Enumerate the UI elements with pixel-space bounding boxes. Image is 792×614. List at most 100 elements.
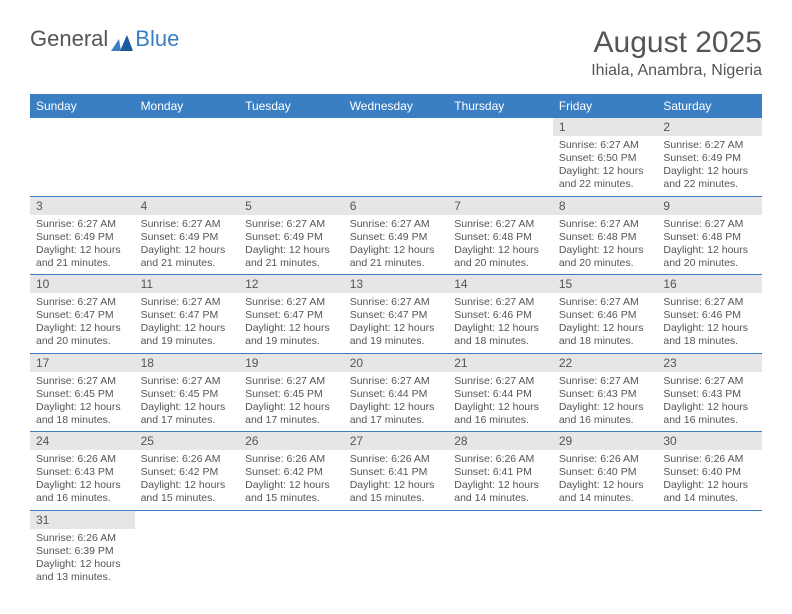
dayname: Wednesday (344, 94, 449, 118)
calendar-row: 31Sunrise: 6:26 AMSunset: 6:39 PMDayligh… (30, 510, 762, 588)
calendar-cell: 12Sunrise: 6:27 AMSunset: 6:47 PMDayligh… (239, 275, 344, 354)
dayname: Thursday (448, 94, 553, 118)
sunrise-line: Sunrise: 6:27 AM (559, 375, 652, 388)
daylight-line: Daylight: 12 hours and 15 minutes. (141, 479, 234, 505)
calendar-cell: 10Sunrise: 6:27 AMSunset: 6:47 PMDayligh… (30, 275, 135, 354)
day-number: 7 (448, 197, 553, 215)
header: General Blue August 2025 Ihiala, Anambra… (30, 26, 762, 80)
day-details: Sunrise: 6:26 AMSunset: 6:43 PMDaylight:… (30, 450, 135, 510)
day-details: Sunrise: 6:27 AMSunset: 6:43 PMDaylight:… (657, 372, 762, 432)
calendar-table: Sunday Monday Tuesday Wednesday Thursday… (30, 94, 762, 588)
calendar-cell: 5Sunrise: 6:27 AMSunset: 6:49 PMDaylight… (239, 196, 344, 275)
sunrise-line: Sunrise: 6:26 AM (245, 453, 338, 466)
calendar-cell (344, 118, 449, 196)
daylight-line: Daylight: 12 hours and 17 minutes. (245, 401, 338, 427)
day-details: Sunrise: 6:26 AMSunset: 6:39 PMDaylight:… (30, 529, 135, 589)
sunset-line: Sunset: 6:39 PM (36, 545, 129, 558)
sunset-line: Sunset: 6:48 PM (454, 231, 547, 244)
day-details: Sunrise: 6:26 AMSunset: 6:41 PMDaylight:… (344, 450, 449, 510)
daylight-line: Daylight: 12 hours and 18 minutes. (454, 322, 547, 348)
calendar-row: 24Sunrise: 6:26 AMSunset: 6:43 PMDayligh… (30, 432, 762, 511)
daylight-line: Daylight: 12 hours and 13 minutes. (36, 558, 129, 584)
calendar-cell: 20Sunrise: 6:27 AMSunset: 6:44 PMDayligh… (344, 353, 449, 432)
sunrise-line: Sunrise: 6:27 AM (141, 296, 234, 309)
day-details: Sunrise: 6:27 AMSunset: 6:47 PMDaylight:… (135, 293, 240, 353)
daylight-line: Daylight: 12 hours and 20 minutes. (454, 244, 547, 270)
logo-text-1: General (30, 26, 108, 52)
day-details: Sunrise: 6:27 AMSunset: 6:46 PMDaylight:… (657, 293, 762, 353)
calendar-cell: 28Sunrise: 6:26 AMSunset: 6:41 PMDayligh… (448, 432, 553, 511)
day-details: Sunrise: 6:26 AMSunset: 6:40 PMDaylight:… (553, 450, 658, 510)
calendar-cell (448, 118, 553, 196)
day-number: 28 (448, 432, 553, 450)
sunset-line: Sunset: 6:42 PM (141, 466, 234, 479)
sunset-line: Sunset: 6:43 PM (663, 388, 756, 401)
day-details: Sunrise: 6:27 AMSunset: 6:49 PMDaylight:… (657, 136, 762, 196)
calendar-cell: 21Sunrise: 6:27 AMSunset: 6:44 PMDayligh… (448, 353, 553, 432)
day-details: Sunrise: 6:27 AMSunset: 6:49 PMDaylight:… (344, 215, 449, 275)
sunset-line: Sunset: 6:46 PM (663, 309, 756, 322)
calendar-cell: 25Sunrise: 6:26 AMSunset: 6:42 PMDayligh… (135, 432, 240, 511)
dayname: Sunday (30, 94, 135, 118)
day-number: 29 (553, 432, 658, 450)
sunset-line: Sunset: 6:47 PM (350, 309, 443, 322)
daylight-line: Daylight: 12 hours and 16 minutes. (454, 401, 547, 427)
day-details: Sunrise: 6:27 AMSunset: 6:49 PMDaylight:… (135, 215, 240, 275)
daylight-line: Daylight: 12 hours and 22 minutes. (559, 165, 652, 191)
sunset-line: Sunset: 6:43 PM (36, 466, 129, 479)
calendar-cell (30, 118, 135, 196)
day-number: 9 (657, 197, 762, 215)
day-number: 11 (135, 275, 240, 293)
day-number: 13 (344, 275, 449, 293)
day-details: Sunrise: 6:27 AMSunset: 6:43 PMDaylight:… (553, 372, 658, 432)
daylight-line: Daylight: 12 hours and 14 minutes. (559, 479, 652, 505)
day-details: Sunrise: 6:27 AMSunset: 6:47 PMDaylight:… (30, 293, 135, 353)
sunset-line: Sunset: 6:44 PM (350, 388, 443, 401)
calendar-cell: 11Sunrise: 6:27 AMSunset: 6:47 PMDayligh… (135, 275, 240, 354)
calendar-cell: 19Sunrise: 6:27 AMSunset: 6:45 PMDayligh… (239, 353, 344, 432)
calendar-cell (239, 118, 344, 196)
day-number: 1 (553, 118, 658, 136)
day-number: 15 (553, 275, 658, 293)
day-number: 5 (239, 197, 344, 215)
day-details: Sunrise: 6:27 AMSunset: 6:50 PMDaylight:… (553, 136, 658, 196)
sunset-line: Sunset: 6:40 PM (559, 466, 652, 479)
daylight-line: Daylight: 12 hours and 20 minutes. (663, 244, 756, 270)
daylight-line: Daylight: 12 hours and 17 minutes. (141, 401, 234, 427)
calendar-cell: 16Sunrise: 6:27 AMSunset: 6:46 PMDayligh… (657, 275, 762, 354)
daylight-line: Daylight: 12 hours and 16 minutes. (36, 479, 129, 505)
day-details: Sunrise: 6:27 AMSunset: 6:49 PMDaylight:… (239, 215, 344, 275)
dayname: Friday (553, 94, 658, 118)
daylight-line: Daylight: 12 hours and 15 minutes. (350, 479, 443, 505)
day-number: 18 (135, 354, 240, 372)
dayname: Saturday (657, 94, 762, 118)
day-details: Sunrise: 6:27 AMSunset: 6:48 PMDaylight:… (657, 215, 762, 275)
daylight-line: Daylight: 12 hours and 21 minutes. (350, 244, 443, 270)
sunset-line: Sunset: 6:46 PM (559, 309, 652, 322)
day-number: 2 (657, 118, 762, 136)
sunset-line: Sunset: 6:49 PM (141, 231, 234, 244)
daylight-line: Daylight: 12 hours and 19 minutes. (350, 322, 443, 348)
calendar-cell: 3Sunrise: 6:27 AMSunset: 6:49 PMDaylight… (30, 196, 135, 275)
daylight-line: Daylight: 12 hours and 16 minutes. (559, 401, 652, 427)
calendar-row: 10Sunrise: 6:27 AMSunset: 6:47 PMDayligh… (30, 275, 762, 354)
calendar-cell: 4Sunrise: 6:27 AMSunset: 6:49 PMDaylight… (135, 196, 240, 275)
sunset-line: Sunset: 6:49 PM (663, 152, 756, 165)
sunset-line: Sunset: 6:49 PM (245, 231, 338, 244)
daylight-line: Daylight: 12 hours and 17 minutes. (350, 401, 443, 427)
day-details: Sunrise: 6:26 AMSunset: 6:41 PMDaylight:… (448, 450, 553, 510)
sunset-line: Sunset: 6:42 PM (245, 466, 338, 479)
sunset-line: Sunset: 6:45 PM (36, 388, 129, 401)
sunrise-line: Sunrise: 6:27 AM (141, 375, 234, 388)
calendar-cell: 27Sunrise: 6:26 AMSunset: 6:41 PMDayligh… (344, 432, 449, 511)
calendar-cell: 9Sunrise: 6:27 AMSunset: 6:48 PMDaylight… (657, 196, 762, 275)
sunset-line: Sunset: 6:45 PM (141, 388, 234, 401)
day-number: 21 (448, 354, 553, 372)
daylight-line: Daylight: 12 hours and 14 minutes. (663, 479, 756, 505)
sunset-line: Sunset: 6:47 PM (141, 309, 234, 322)
dayname-row: Sunday Monday Tuesday Wednesday Thursday… (30, 94, 762, 118)
day-number: 14 (448, 275, 553, 293)
sunset-line: Sunset: 6:47 PM (36, 309, 129, 322)
sunset-line: Sunset: 6:49 PM (350, 231, 443, 244)
sunrise-line: Sunrise: 6:26 AM (454, 453, 547, 466)
